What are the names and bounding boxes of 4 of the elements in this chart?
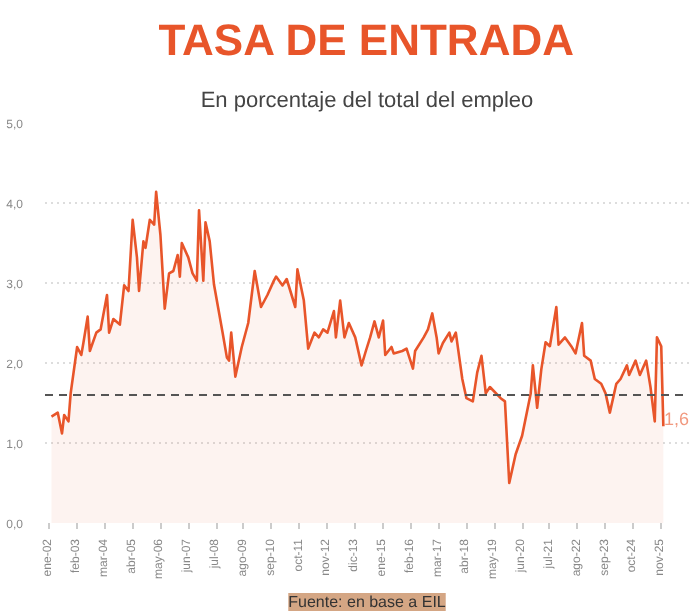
chart-title: TASA DE ENTRADA xyxy=(158,15,575,65)
source-note: Fuente: en base a EIL xyxy=(288,593,447,611)
ref-line-label: 1,6 xyxy=(663,409,690,429)
chart-subtitle: En porcentaje del total del empleo xyxy=(200,89,534,113)
